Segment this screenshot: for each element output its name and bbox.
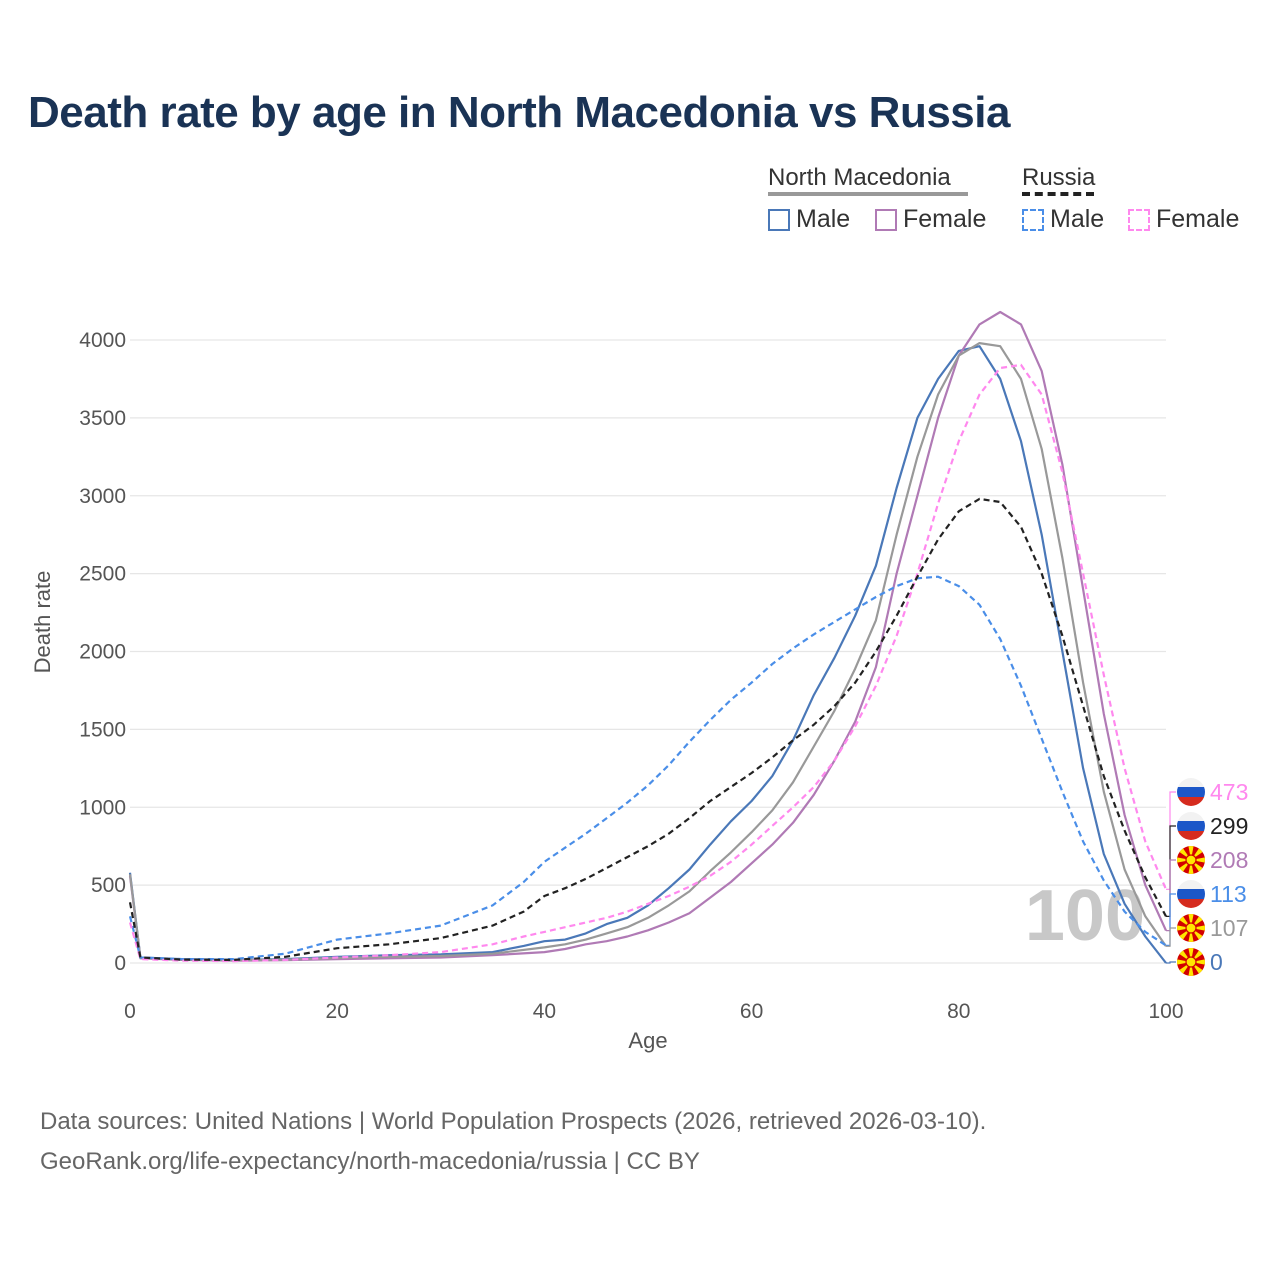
x-tick-label: 40 (533, 1000, 556, 1023)
y-tick-label: 2500 (79, 563, 126, 586)
end-label-connector (1166, 893, 1176, 946)
north-macedonia-flag-icon (1177, 914, 1205, 942)
y-tick-label: 1000 (79, 796, 126, 819)
footer-source: Data sources: United Nations | World Pop… (40, 1108, 987, 1135)
russia-flag-icon (1177, 778, 1205, 806)
end-label-value: 473 (1210, 779, 1248, 805)
x-axis-label: Age (628, 1028, 667, 1053)
legend-label-nm-male: Male (796, 205, 851, 233)
end-label-connector (1166, 961, 1176, 964)
legend-swatch-nm-male (768, 208, 790, 231)
end-label-value: 299 (1210, 813, 1248, 839)
y-tick-label: 3500 (79, 407, 126, 430)
gridlines (130, 339, 1166, 964)
end-label-connector (1166, 859, 1176, 932)
legend-label-ru-male: Male (1050, 205, 1105, 233)
legend-item-ru-male[interactable]: Male (1022, 205, 1104, 234)
series-line-russia-male (128, 575, 1167, 961)
y-axis-ticks: 0 500 1000 1500 2000 2500 3000 3500 4000 (79, 329, 126, 975)
legend-group-russia: Russia (1022, 164, 1096, 191)
end-label-value: 0 (1210, 949, 1223, 975)
legend-swatch-nm-female (875, 208, 897, 231)
series-line-north-macedonia-male (128, 345, 1167, 964)
legend-underline-north-macedonia (768, 192, 968, 196)
end-label-connector (1166, 825, 1176, 917)
x-tick-label: 0 (124, 1000, 136, 1023)
y-axis-label: Death rate (30, 571, 55, 674)
legend-item-ru-female[interactable]: Female (1128, 205, 1239, 234)
legend-label-ru-female: Female (1156, 205, 1240, 233)
end-labels: 473 299 208 113 107 0 (1166, 778, 1248, 976)
legend-underline-russia (1022, 192, 1094, 196)
legend-item-nm-female[interactable]: Female (875, 205, 986, 234)
north-macedonia-flag-icon (1177, 846, 1205, 874)
y-tick-label: 500 (91, 874, 126, 897)
russia-flag-icon (1177, 880, 1205, 908)
page-title: Death rate by age in North Macedonia vs … (28, 88, 1010, 137)
end-label-value: 208 (1210, 847, 1248, 873)
end-label-value: 113 (1210, 881, 1247, 907)
series-line-russia-female (128, 363, 1168, 963)
north-macedonia-flag-icon (1177, 948, 1205, 976)
legend-item-nm-male[interactable]: Male (768, 205, 850, 234)
end-label-connector (1166, 927, 1176, 947)
y-tick-label: 2000 (79, 641, 126, 664)
series-line-north-macedonia-total (128, 342, 1167, 962)
series-line-russia-total (128, 497, 1167, 961)
series-lines (128, 310, 1168, 964)
russia-flag-icon (1177, 812, 1205, 840)
y-tick-label: 1500 (79, 718, 126, 741)
x-tick-label: 20 (326, 1000, 349, 1023)
legend-swatch-ru-male (1022, 208, 1044, 231)
legend-label-nm-female: Female (903, 205, 987, 233)
end-label-value: 107 (1210, 915, 1248, 941)
end-label-connector (1166, 791, 1176, 890)
x-tick-label: 80 (947, 1000, 970, 1023)
legend-swatch-ru-female (1128, 208, 1150, 231)
x-axis-ticks: 0 20 40 60 80 100 (124, 1000, 1183, 1023)
x-tick-label: 60 (740, 1000, 763, 1023)
y-tick-label: 4000 (79, 329, 126, 352)
y-tick-label: 3000 (79, 485, 126, 508)
legend-group-north-macedonia: North Macedonia (768, 164, 951, 191)
x-tick-label: 100 (1148, 1000, 1183, 1023)
y-tick-label: 0 (114, 952, 126, 975)
watermark-value: 100 (1025, 876, 1145, 956)
footer-credit: GeoRank.org/life-expectancy/north-macedo… (40, 1148, 700, 1175)
series-line-north-macedonia-female (128, 310, 1168, 962)
